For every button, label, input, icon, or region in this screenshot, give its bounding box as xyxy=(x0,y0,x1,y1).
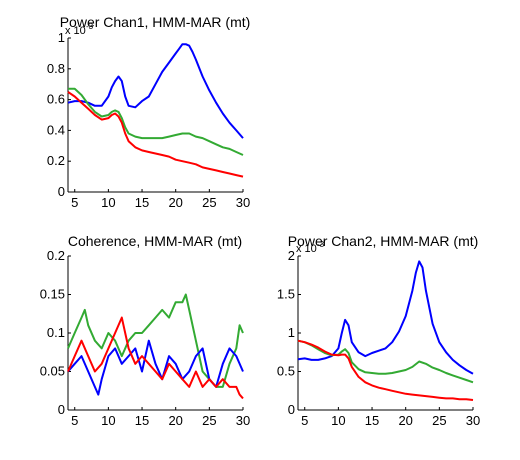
y-tick-label: 2 xyxy=(288,248,295,263)
x-tick-label: 30 xyxy=(236,413,250,428)
chart-power-chan2: Power Chan2, HMM-MAR (mt) x 10 -3 5 10 15 2… xyxy=(277,233,480,428)
series-line-2 xyxy=(67,91,244,178)
y-tick-label: 1 xyxy=(58,30,65,45)
y-tick-label: 0 xyxy=(58,402,65,417)
chart-coherence: Coherence, HMM-MAR (mt) 5 10 15 20 25 30 0 0.05… xyxy=(40,233,251,428)
y-tick-label: 0.15 xyxy=(40,287,65,302)
x-tick-label: 20 xyxy=(168,195,182,210)
x-tick-label: 30 xyxy=(466,413,480,428)
y-tick-label: 0.8 xyxy=(47,61,65,76)
y-tick-label: 0.2 xyxy=(47,153,65,168)
y-tick-label: 0.5 xyxy=(277,364,295,379)
x-tick-label: 15 xyxy=(135,195,149,210)
chart-power-chan1: Power Chan1, HMM-MAR (mt) x 10 -3 5 10 15 2… xyxy=(47,14,250,210)
x-tick-label: 20 xyxy=(168,413,182,428)
y-tick-label: 0.2 xyxy=(47,248,65,263)
series-line-1 xyxy=(297,339,474,384)
y-tick-label: 1 xyxy=(288,325,295,340)
series-line-0 xyxy=(67,293,244,388)
y-tick-label: 1.5 xyxy=(277,287,295,302)
series-line-2 xyxy=(297,339,474,401)
x-tick-label: 5 xyxy=(301,413,308,428)
exponent-power: -3 xyxy=(86,22,94,31)
x-tick-label: 15 xyxy=(365,413,379,428)
x-tick-label: 10 xyxy=(101,195,115,210)
y-tick-label: 0.05 xyxy=(40,364,65,379)
y-tick-label: 0 xyxy=(288,402,295,417)
exponent-label: x 10 xyxy=(296,243,317,255)
chart-title: Power Chan2, HMM-MAR (mt) xyxy=(288,233,479,249)
y-tick-label: 0 xyxy=(58,184,65,199)
series-line-0 xyxy=(297,260,474,375)
x-tick-label: 25 xyxy=(202,195,216,210)
x-tick-label: 25 xyxy=(432,413,446,428)
x-tick-label: 5 xyxy=(71,195,78,210)
y-tick-label: 0.6 xyxy=(47,92,65,107)
chart-title: Power Chan1, HMM-MAR (mt) xyxy=(60,14,251,30)
chart-title: Coherence, HMM-MAR (mt) xyxy=(68,233,242,249)
x-tick-label: 10 xyxy=(101,413,115,428)
x-tick-label: 15 xyxy=(135,413,149,428)
y-tick-label: 0.4 xyxy=(47,122,65,137)
exponent-label: x 10 xyxy=(65,25,86,37)
x-tick-label: 30 xyxy=(236,195,250,210)
x-tick-label: 5 xyxy=(71,413,78,428)
x-tick-label: 10 xyxy=(331,413,345,428)
y-tick-label: 0.1 xyxy=(47,325,65,340)
series-line-0 xyxy=(67,43,244,139)
x-tick-label: 25 xyxy=(202,413,216,428)
series-line-1 xyxy=(68,87,244,156)
series-line-2 xyxy=(67,316,244,400)
x-tick-label: 20 xyxy=(398,413,412,428)
exponent-power: -3 xyxy=(317,240,325,249)
